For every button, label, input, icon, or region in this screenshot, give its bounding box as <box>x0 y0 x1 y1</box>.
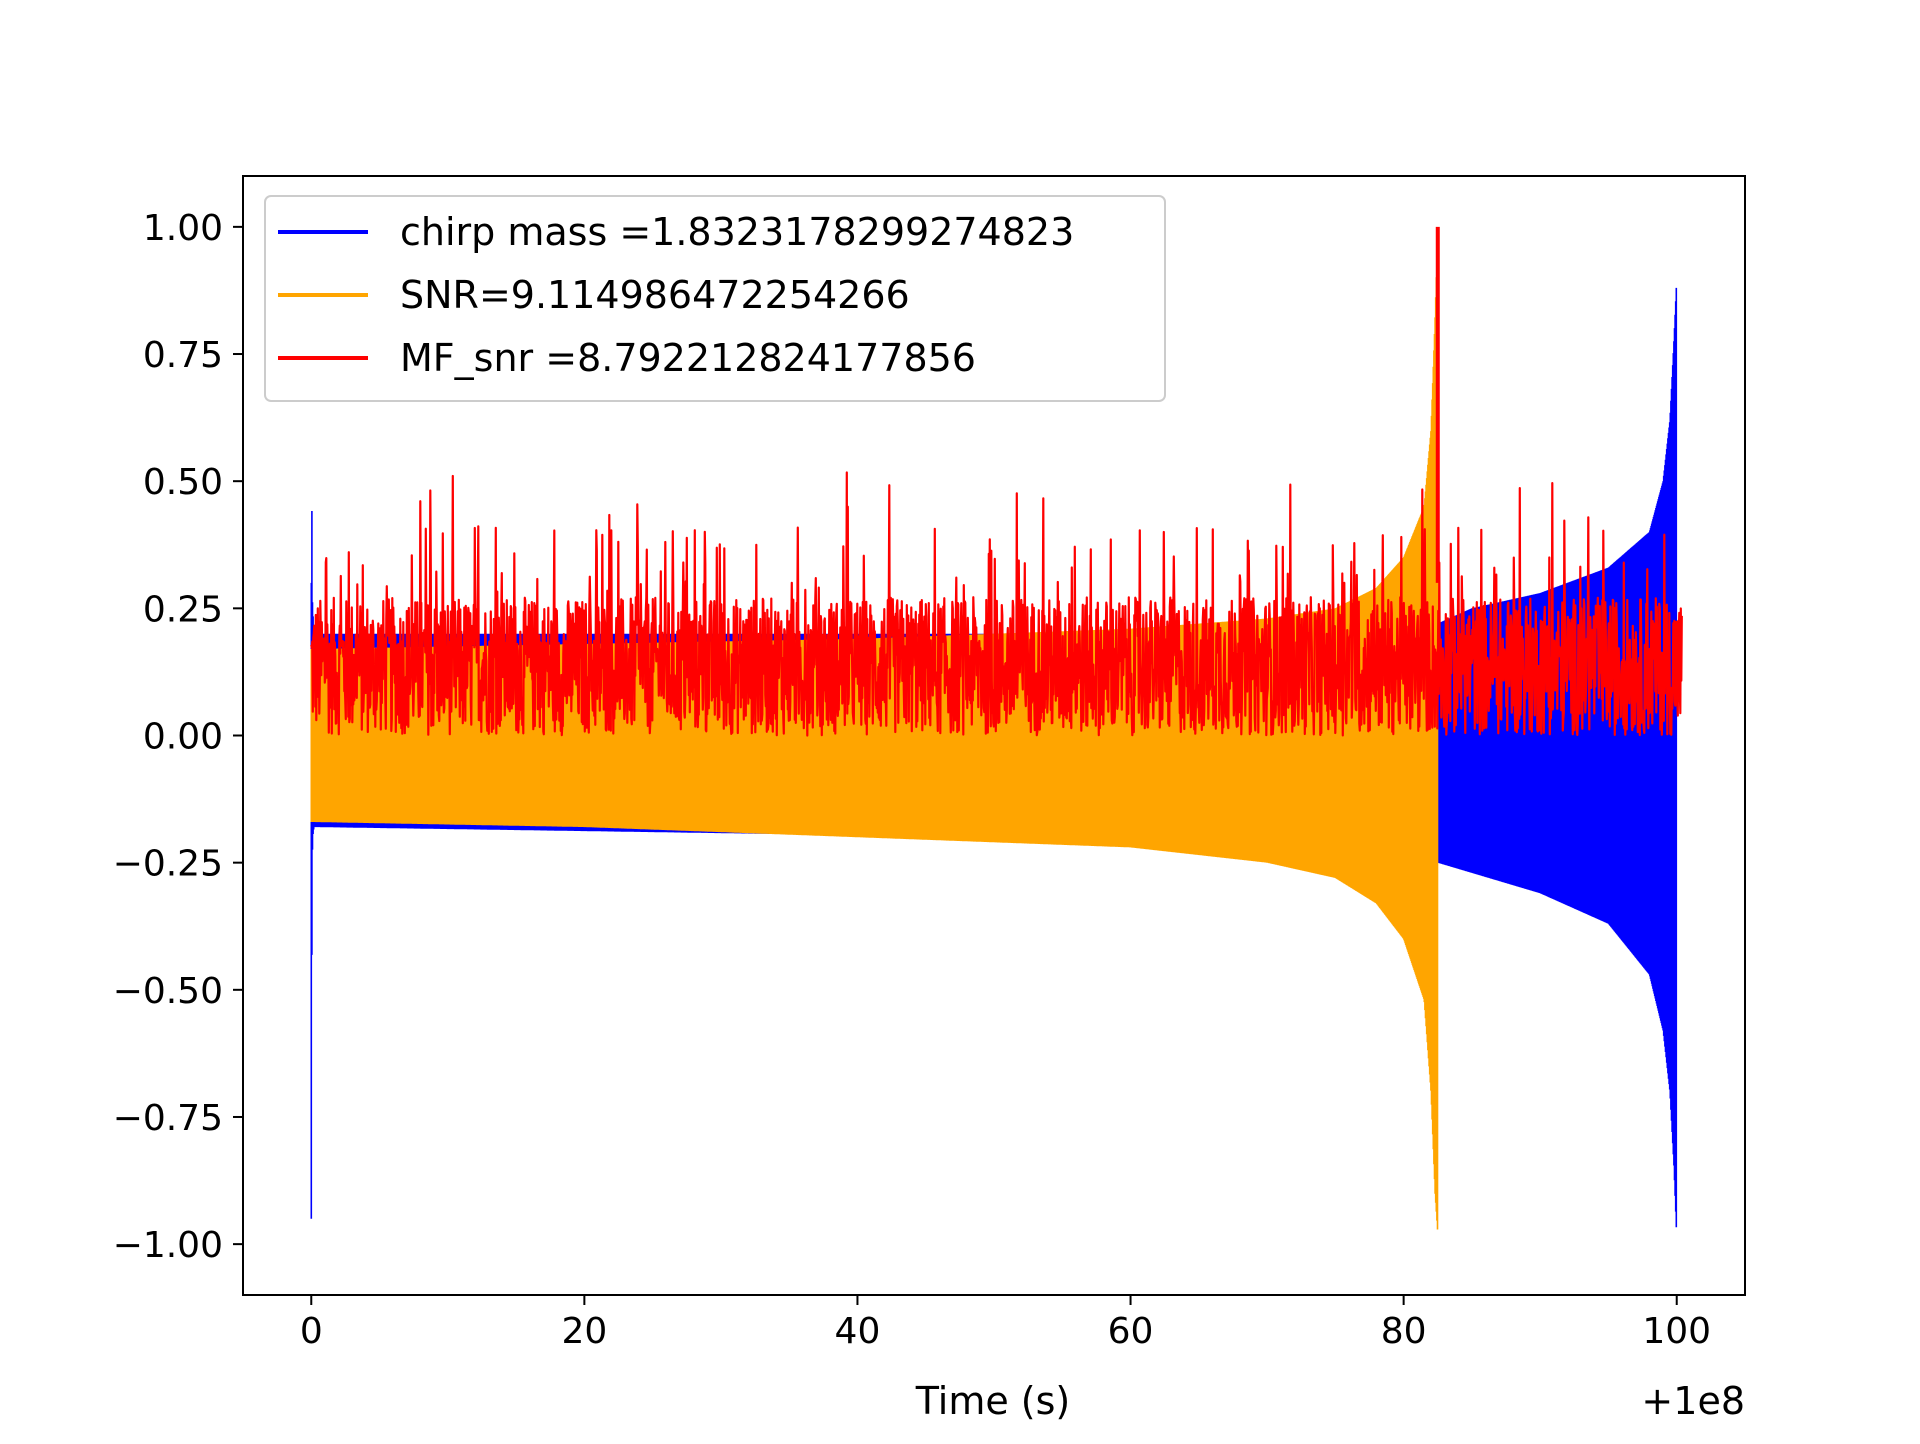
x-tick-label: 100 <box>1642 1311 1711 1352</box>
x-tick-label: 40 <box>835 1311 881 1352</box>
x-tick-label: 60 <box>1108 1311 1154 1352</box>
y-tick-label: 1.00 <box>143 208 223 249</box>
x-offset-label: +1e8 <box>1641 1379 1745 1423</box>
legend-entry-label: MF_snr =8.792212824177856 <box>400 336 976 380</box>
x-tick-label: 0 <box>300 1311 323 1352</box>
y-tick-label: 0.00 <box>143 717 223 758</box>
x-axis-label: Time (s) <box>915 1379 1071 1423</box>
y-tick-label: 0.75 <box>143 335 223 376</box>
series-2-line <box>310 471 1683 737</box>
legend-entry-label: chirp mass =1.8323178299274823 <box>400 210 1074 254</box>
x-tick-label: 20 <box>561 1311 607 1352</box>
series-layer <box>310 226 1683 1230</box>
y-tick-label: −0.25 <box>113 844 223 885</box>
y-tick-label: 0.50 <box>143 462 223 503</box>
x-axis: 0 20 40 60 80 100 <box>300 1295 1711 1352</box>
x-tick-label: 80 <box>1381 1311 1427 1352</box>
y-tick-label: −0.50 <box>113 971 223 1012</box>
y-tick-label: 0.25 <box>143 589 223 630</box>
legend-entry-label: SNR=9.114986472254266 <box>400 273 910 317</box>
legend-box <box>264 195 1166 402</box>
legend: chirp mass =1.8323178299274823 SNR=9.1149… <box>264 195 1166 402</box>
y-axis: 1.00 0.75 0.50 0.25 0.00 −0.25 −0.50 −0.75 −1.00 <box>113 208 243 1266</box>
y-tick-label: −0.75 <box>113 1098 223 1139</box>
y-tick-label: −1.00 <box>113 1225 223 1266</box>
